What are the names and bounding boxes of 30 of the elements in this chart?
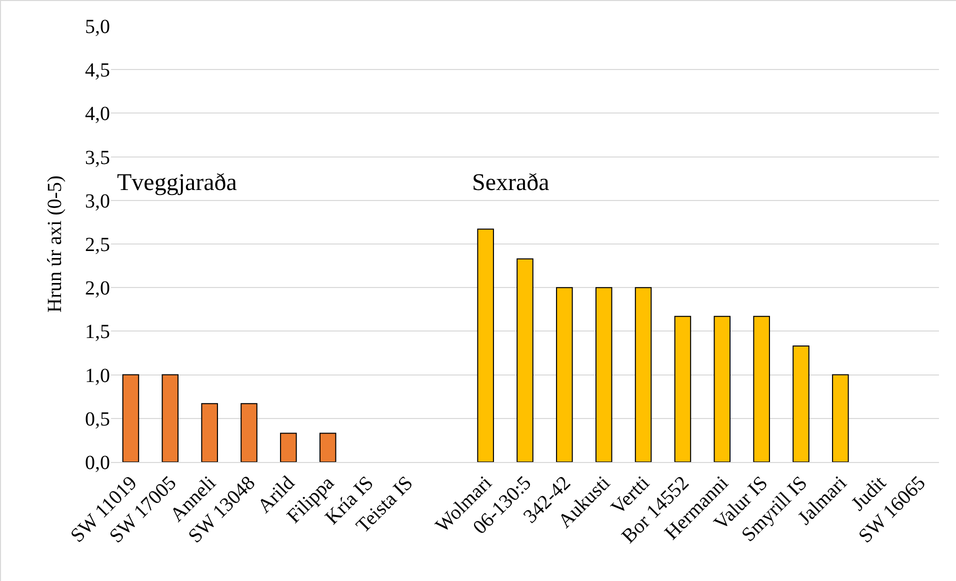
bar: [477, 228, 494, 462]
bar: [162, 374, 179, 462]
y-tick-label: 3,0: [85, 190, 110, 212]
y-tick-label: 0,0: [85, 452, 110, 474]
annotation: Tveggjaraða: [117, 170, 238, 196]
bar: [714, 316, 731, 462]
bar: [556, 287, 573, 462]
y-axis-title: Hrun úr axi (0-5): [44, 175, 66, 313]
bar: [516, 258, 534, 462]
y-tick-label: 1,0: [85, 364, 110, 387]
bar: [753, 316, 770, 462]
bar: [674, 316, 692, 462]
y-tick-label: 4,5: [85, 60, 110, 82]
y-tick-label: 4,0: [85, 103, 110, 126]
y-tick-label: 2,5: [85, 234, 110, 256]
y-tick-label: 1,5: [85, 321, 110, 344]
y-tick-label: 3,5: [85, 146, 110, 169]
bar: [122, 374, 140, 462]
bar: [595, 287, 612, 462]
bar: [319, 432, 336, 462]
y-tick-label: 0,5: [85, 408, 110, 430]
annotation: Sexraða: [472, 170, 550, 196]
y-tick-label: 5,0: [85, 16, 110, 38]
bar: [792, 346, 810, 462]
bar: [240, 403, 258, 462]
bar: [201, 403, 218, 462]
bar: [634, 287, 652, 462]
y-tick-label: 2,0: [85, 278, 110, 300]
bar: [280, 432, 297, 462]
bar: [832, 374, 849, 462]
